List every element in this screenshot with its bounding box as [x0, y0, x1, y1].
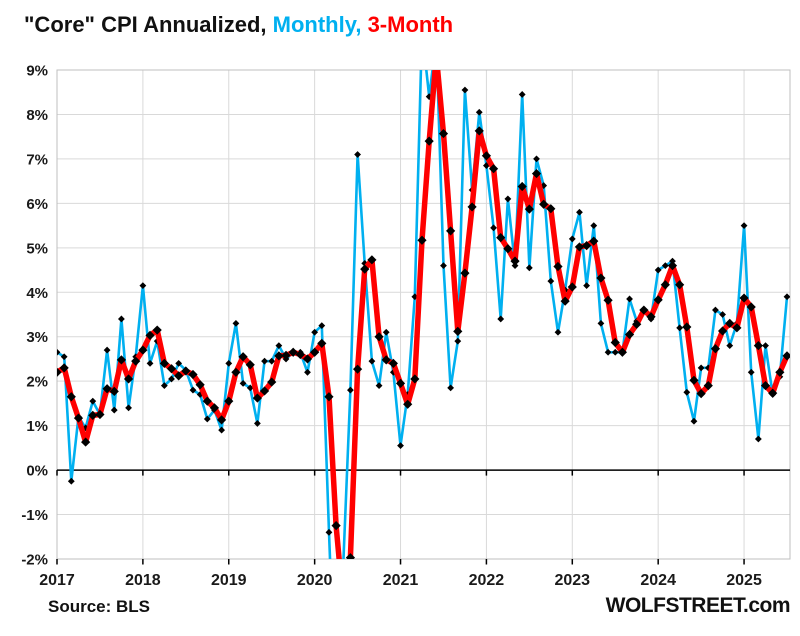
svg-text:7%: 7% — [26, 151, 48, 168]
three-month-series-markers — [57, 126, 790, 559]
svg-text:2023: 2023 — [554, 572, 590, 589]
series-area — [57, 70, 790, 559]
y-axis-labels: 9% 8% 7% 6% 5% 4% 3% 2% 1% 0% -1% -2% — [21, 63, 48, 569]
svg-text:2017: 2017 — [39, 572, 75, 589]
svg-text:2021: 2021 — [383, 572, 419, 589]
three-month-series-line — [57, 70, 790, 559]
svg-text:8%: 8% — [26, 107, 48, 124]
svg-text:2025: 2025 — [726, 572, 762, 589]
svg-text:0%: 0% — [26, 463, 48, 480]
svg-text:2%: 2% — [26, 374, 48, 391]
svg-text:-1%: -1% — [21, 507, 48, 524]
svg-text:1%: 1% — [26, 418, 48, 435]
svg-text:6%: 6% — [26, 196, 48, 213]
chart-title: "Core" CPI Annualized, Monthly, 3-Month — [24, 12, 453, 38]
title-monthly-legend: Monthly, — [272, 12, 368, 37]
source-label: Source: BLS — [48, 597, 151, 616]
svg-text:5%: 5% — [26, 240, 48, 257]
svg-text:2018: 2018 — [125, 572, 161, 589]
x-axis-labels: 2017 2018 2019 2020 2021 2022 2023 2024 2025 — [39, 572, 762, 589]
svg-text:4%: 4% — [26, 285, 48, 302]
year-tick-marks — [56, 470, 745, 565]
monthly-series-line — [57, 70, 789, 559]
svg-text:2019: 2019 — [211, 572, 247, 589]
svg-text:9%: 9% — [26, 63, 48, 80]
gridlines — [57, 69, 790, 560]
svg-text:-2%: -2% — [21, 552, 48, 569]
title-3month-legend: 3-Month — [367, 12, 454, 37]
wolfstreet-brand: WOLFSTREET.com — [605, 594, 791, 617]
plot-border — [56, 69, 791, 560]
svg-text:3%: 3% — [26, 329, 48, 346]
svg-text:2022: 2022 — [469, 572, 505, 589]
svg-text:2020: 2020 — [297, 572, 333, 589]
title-core-cpi: "Core" CPI Annualized, — [24, 12, 273, 37]
svg-text:2024: 2024 — [640, 572, 676, 589]
